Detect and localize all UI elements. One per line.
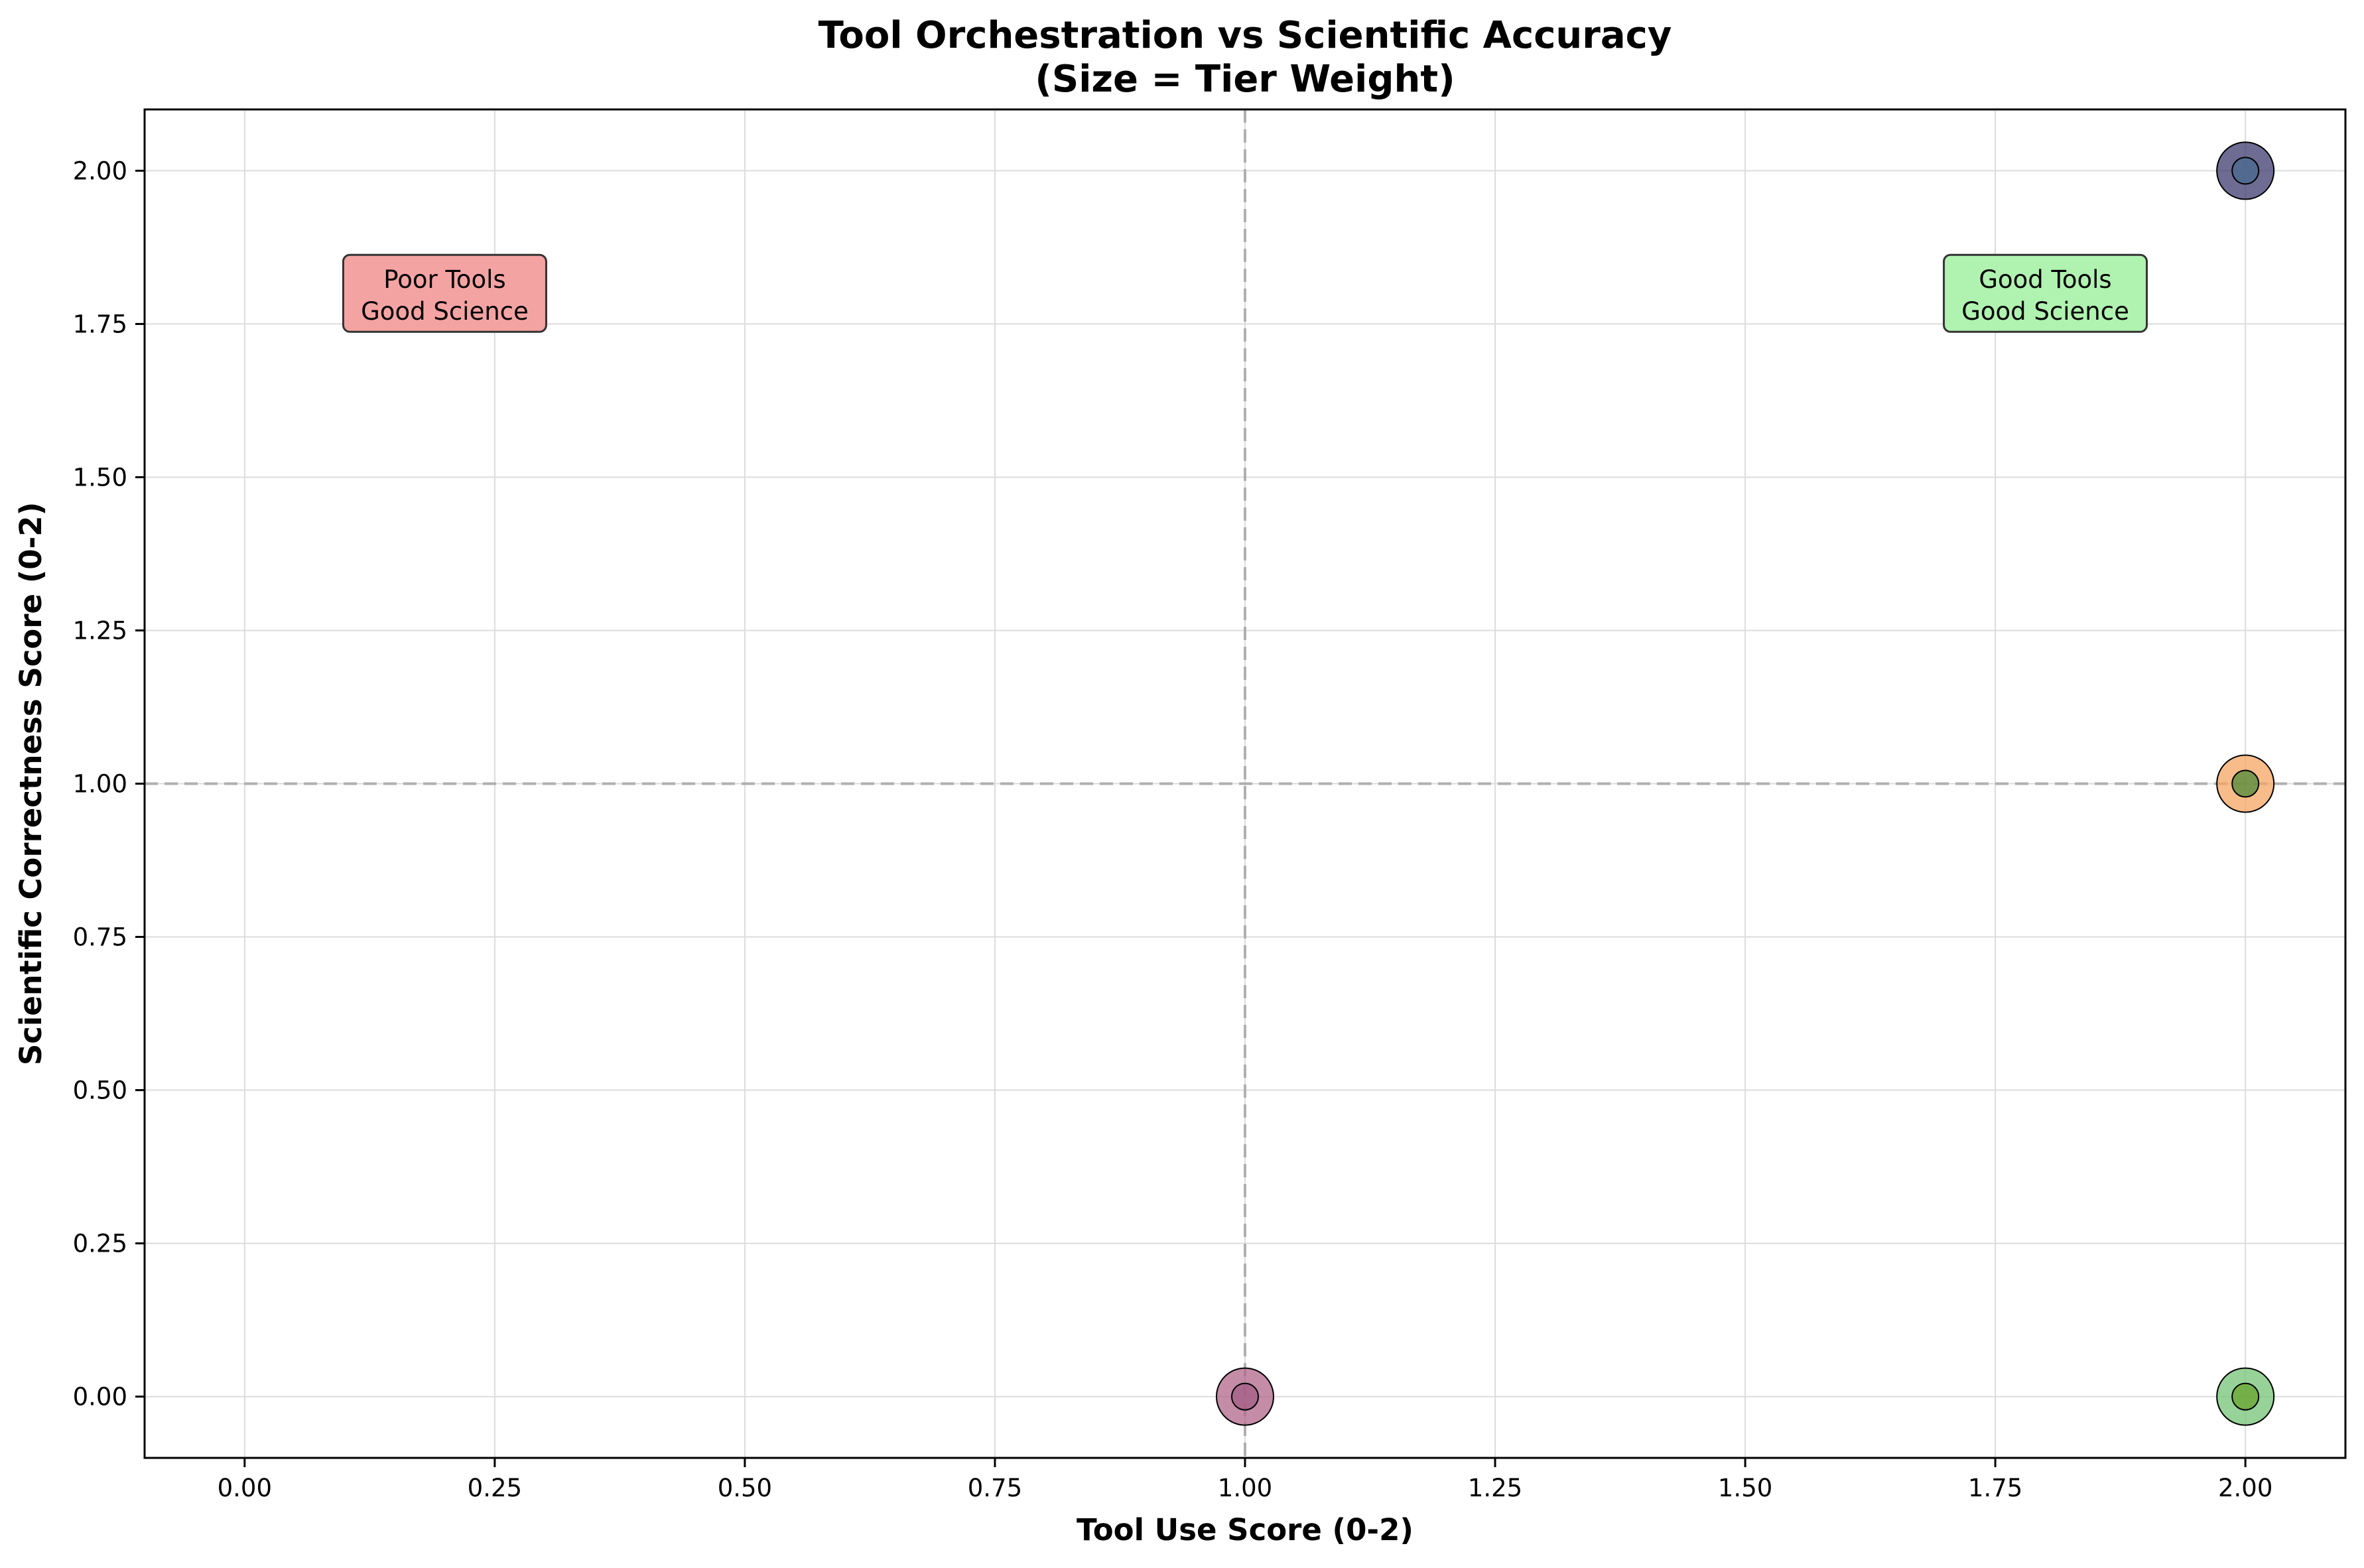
y-tick-label: 0.75 [73,923,127,952]
y-tick-label: 0.50 [73,1077,127,1105]
annotation-text: Good Science [1961,297,2129,326]
x-tick-label: 0.25 [468,1474,522,1502]
x-tick-label: 1.00 [1218,1474,1272,1502]
x-tick-label: 1.75 [1968,1474,2022,1502]
annotation-text: Good Science [361,297,529,326]
annotation-box [1943,253,2148,333]
y-tick-label: 1.00 [73,770,127,799]
chart-subtitle: (Size = Tier Weight) [1035,58,1455,101]
x-tick-label: 2.00 [2218,1474,2272,1502]
chart-title: Tool Orchestration vs Scientific Accurac… [819,14,1672,57]
annotation-text: Good Tools [1979,265,2111,294]
y-tick-label: 2.00 [73,157,127,185]
y-tick-label: 1.25 [73,616,127,645]
y-tick-label: 1.75 [73,310,127,338]
data-point [1231,1382,1259,1411]
x-tick-label: 0.75 [968,1474,1022,1502]
y-tick-label: 0.25 [73,1230,127,1258]
data-point [2231,1382,2260,1411]
x-tick-label: 1.50 [1718,1474,1772,1502]
quadrant-annotations: Poor Tools Good Science Good Tools Good Sci… [342,253,2148,333]
data-point [2231,157,2260,185]
y-axis-label: Scientific Correctness Score (0-2) [13,502,48,1065]
y-tick-label: 1.50 [73,463,127,491]
x-axis-label: Tool Use Score (0-2) [1077,1512,1413,1547]
reference-lines [145,109,2345,1458]
annotation-text: Poor Tools [383,265,505,294]
axis-ticks: 0.00 0.25 0.50 0.75 1.00 1.25 1.50 1.75 2.00 0.00… [73,157,2273,1502]
data-point [2231,769,2260,798]
data-points [1216,141,2275,1426]
y-tick-label: 0.00 [73,1383,127,1411]
x-tick-label: 0.50 [718,1474,772,1502]
annotation-box [342,253,547,333]
x-tick-label: 0.00 [218,1474,272,1502]
x-tick-label: 1.25 [1468,1474,1522,1502]
